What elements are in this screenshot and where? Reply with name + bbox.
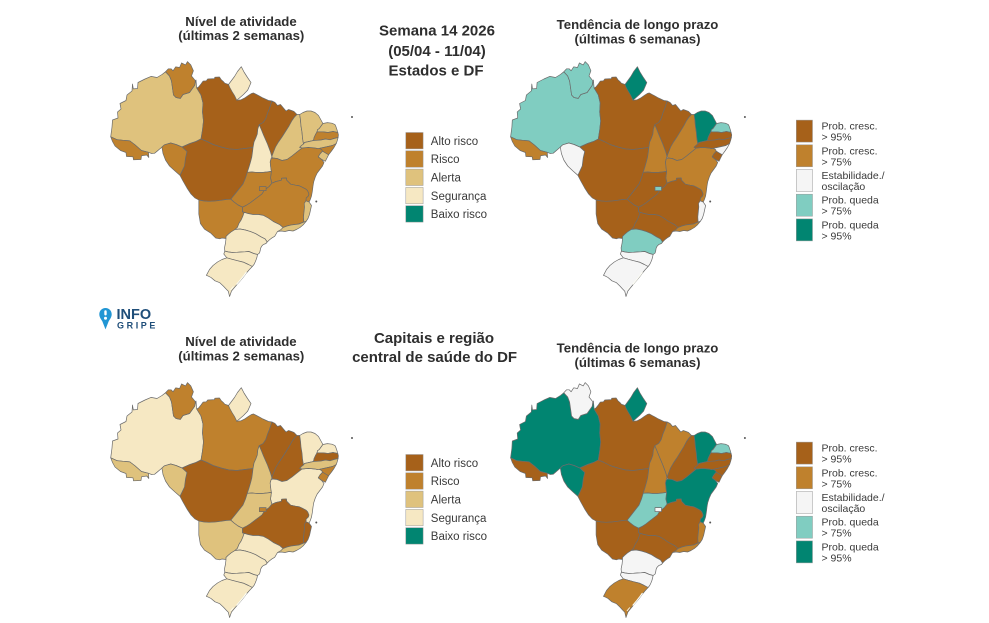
svg-text:Risco: Risco [431,154,460,166]
svg-text:Estabilidade./: Estabilidade./ [822,492,885,504]
svg-text:Semana 14 2026: Semana 14 2026 [379,22,495,39]
svg-text:(últimas 2 semanas): (últimas 2 semanas) [178,348,304,363]
svg-text:Segurança: Segurança [431,191,487,203]
svg-text:(últimas 2 semanas): (últimas 2 semanas) [178,28,304,43]
svg-text:Prob. cresc.: Prob. cresc. [822,467,878,479]
svg-text:Prob. cresc.: Prob. cresc. [822,121,878,133]
svg-text:GRIPE: GRIPE [117,321,158,331]
svg-text:Alerta: Alerta [431,173,462,185]
svg-text:Nível de atividade: Nível de atividade [185,14,296,29]
svg-text:> 95%: > 95% [822,132,852,144]
svg-text:Prob. queda: Prob. queda [822,517,879,529]
svg-text:> 75%: > 75% [822,478,852,490]
svg-text:Prob. queda: Prob. queda [822,219,879,231]
svg-text:INFO: INFO [117,307,152,323]
svg-text:(últimas 6 semanas): (últimas 6 semanas) [574,355,700,370]
svg-text:Alerta: Alerta [431,495,462,507]
svg-text:oscilação: oscilação [822,503,866,515]
svg-text:> 75%: > 75% [822,528,852,540]
svg-text:Prob. cresc.: Prob. cresc. [822,443,878,455]
svg-text:Risco: Risco [431,476,460,488]
svg-text:Tendência de longo prazo: Tendência de longo prazo [557,17,719,32]
svg-text:> 95%: > 95% [822,454,852,466]
svg-text:> 95%: > 95% [822,552,852,564]
svg-text:Prob. queda: Prob. queda [822,541,879,553]
svg-text:Tendência de longo prazo: Tendência de longo prazo [557,341,719,356]
svg-text:> 75%: > 75% [822,206,852,218]
svg-text:Baixo risco: Baixo risco [431,209,487,221]
svg-text:(últimas 6 semanas): (últimas 6 semanas) [574,32,700,47]
svg-text:central de saúde do DF: central de saúde do DF [352,349,517,366]
svg-text:oscilação: oscilação [822,181,866,193]
svg-text:Estados e DF: Estados e DF [388,63,483,80]
svg-text:Estabilidade./: Estabilidade./ [822,170,885,182]
svg-text:> 75%: > 75% [822,156,852,168]
svg-text:Prob. queda: Prob. queda [822,195,879,207]
svg-text:Nível de atividade: Nível de atividade [185,334,296,349]
svg-text:Baixo risco: Baixo risco [431,531,487,543]
svg-text:> 95%: > 95% [822,230,852,242]
svg-text:Prob. cresc.: Prob. cresc. [822,145,878,157]
svg-text:(05/04 - 11/04): (05/04 - 11/04) [388,43,486,60]
svg-text:Capitais e região: Capitais e região [374,330,494,347]
svg-text:Alto risco: Alto risco [431,136,478,148]
svg-text:Segurança: Segurança [431,513,487,525]
svg-text:Alto risco: Alto risco [431,458,478,470]
